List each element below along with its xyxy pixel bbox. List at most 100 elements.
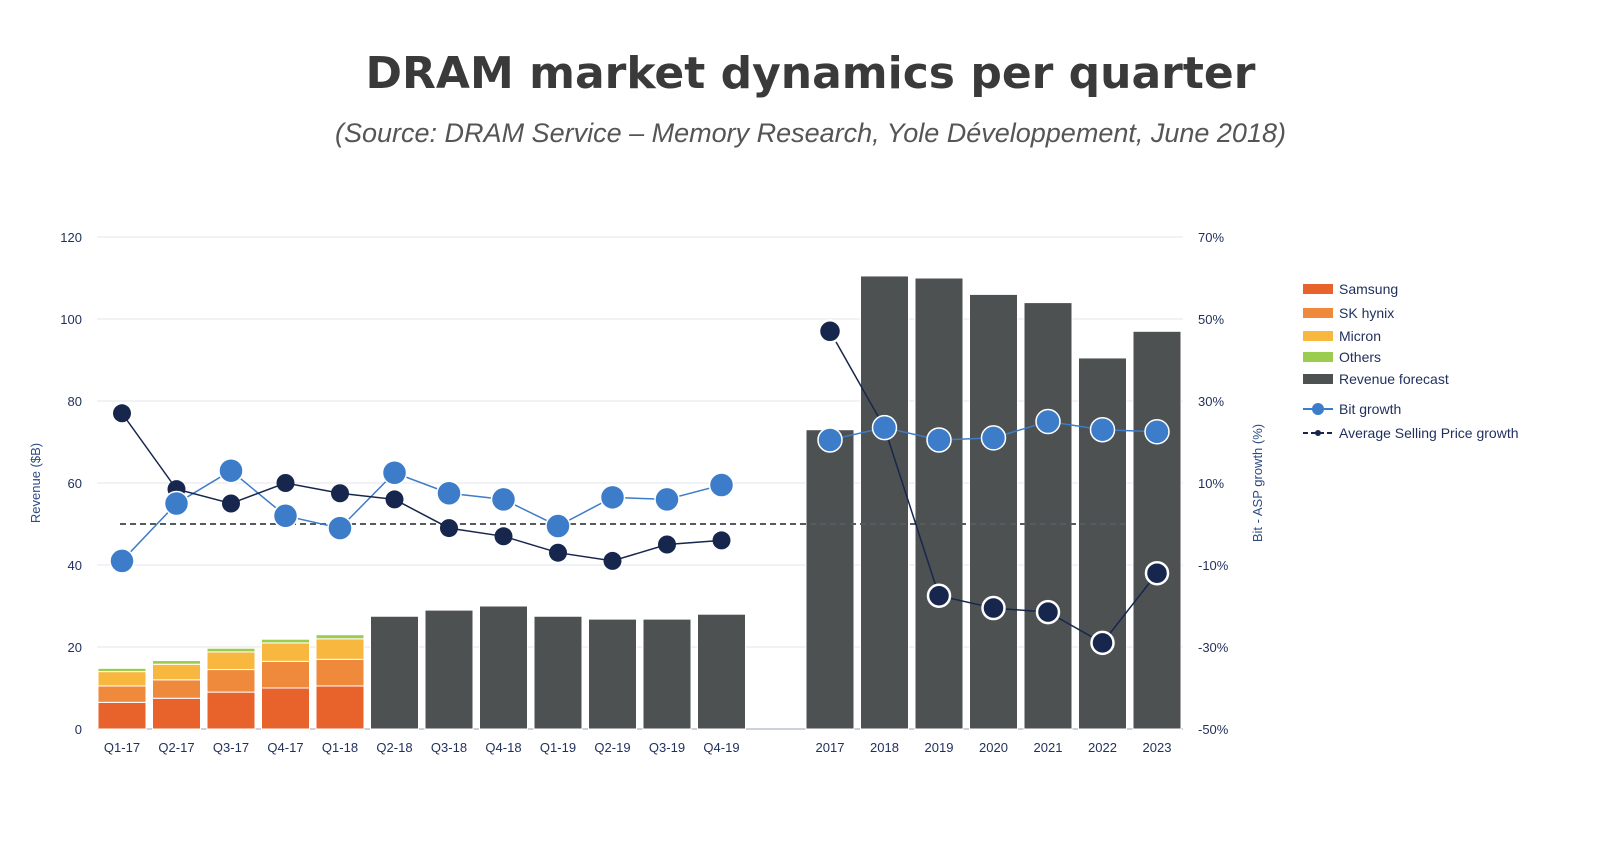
bar-revenue-forecast: [697, 613, 746, 730]
asp-growth-point: [113, 404, 131, 423]
y2-tick-label: 70%: [1198, 230, 1224, 245]
bit-growth-point: [1144, 419, 1170, 445]
x-tick-label: 2018: [870, 740, 899, 755]
bar-micron: [97, 671, 147, 687]
bit-growth-point: [163, 490, 190, 517]
bar-samsung: [261, 687, 310, 730]
y2-tick-label: -50%: [1198, 722, 1229, 737]
bit-growth-point: [708, 472, 735, 498]
y-tick-label: 80: [68, 394, 82, 409]
bit-growth-point: [817, 427, 843, 453]
bar-sk-hynix: [261, 660, 310, 689]
bit-growth-point: [1035, 408, 1061, 435]
bar-revenue-forecast: [1023, 302, 1073, 730]
bar-sk-hynix: [152, 679, 201, 699]
x-tick-label: 2017: [816, 740, 845, 755]
x-tick-label: Q3-19: [649, 740, 685, 755]
asp-growth-point: [276, 474, 295, 492]
x-tick-label: 2019: [925, 740, 954, 755]
asp-growth-point: [658, 535, 676, 554]
bar-sk-hynix: [206, 669, 256, 693]
bar-samsung: [97, 701, 147, 730]
bit-growth-point: [109, 548, 135, 574]
y-tick-label: 0: [75, 722, 82, 737]
bit-growth-point: [327, 515, 353, 541]
chart-title: DRAM market dynamics per quarter: [365, 48, 1256, 99]
x-tick-label: Q1-17: [104, 740, 140, 755]
line-bit-growth: [121, 469, 722, 562]
asp-growth-point: [1144, 560, 1170, 586]
bar-samsung: [315, 685, 365, 730]
legend-marker-bit-growth: [1312, 403, 1324, 415]
line-average-selling-price-growth: [121, 412, 722, 562]
y2-tick-label: -10%: [1198, 558, 1229, 573]
x-tick-label: Q1-18: [322, 740, 358, 755]
asp-growth-point: [1090, 630, 1115, 656]
bar-revenue-forecast: [914, 277, 964, 730]
bit-growth-point: [871, 414, 898, 441]
bar-revenue-forecast: [533, 615, 583, 730]
bar-others: [97, 667, 147, 673]
chart-subtitle: (Source: DRAM Service – Memory Research,…: [335, 118, 1286, 148]
x-tick-label: Q4-17: [267, 740, 303, 755]
x-tick-label: Q4-18: [485, 740, 521, 755]
asp-growth-point: [222, 494, 240, 513]
bar-others: [261, 638, 310, 644]
x-tick-label: Q2-19: [594, 740, 630, 755]
y2-axis-title: Bit - ASP growth (%): [1250, 424, 1265, 542]
bit-growth-point: [490, 486, 517, 513]
x-tick-label: Q2-17: [158, 740, 194, 755]
bar-samsung: [206, 691, 256, 730]
legend-swatch: [1303, 308, 1333, 318]
bit-growth-point: [980, 425, 1007, 451]
x-tick-label: Q4-19: [703, 740, 739, 755]
bar-revenue-forecast: [424, 609, 474, 730]
asp-growth-point: [331, 484, 349, 503]
x-tick-label: 2023: [1143, 740, 1172, 755]
bar-revenue-forecast: [642, 618, 692, 730]
bar-sk-hynix: [315, 658, 365, 687]
bit-growth-point: [272, 503, 299, 529]
asp-growth-point: [494, 527, 513, 546]
bit-growth-point: [654, 486, 680, 513]
bar-micron: [261, 642, 310, 662]
bit-growth-point: [436, 480, 462, 506]
y-tick-label: 120: [60, 230, 82, 245]
asp-growth-point: [440, 519, 458, 538]
bar-revenue-forecast: [805, 429, 855, 730]
y-axis-title: Revenue ($B): [28, 443, 43, 523]
asp-growth-point: [603, 551, 622, 570]
bar-sk-hynix: [97, 685, 147, 703]
x-tick-label: 2021: [1034, 740, 1063, 755]
legend-label: Micron: [1339, 328, 1381, 344]
bar-samsung: [152, 697, 201, 730]
legend-label: Samsung: [1339, 281, 1398, 297]
bit-growth-point: [545, 513, 571, 539]
bar-revenue-forecast: [1132, 330, 1182, 730]
asp-growth-point: [1035, 599, 1061, 625]
x-tick-label: 2022: [1088, 740, 1117, 755]
x-tick-label: Q3-17: [213, 740, 249, 755]
legend-label: SK hynix: [1339, 305, 1394, 321]
bar-revenue-forecast: [1078, 357, 1127, 730]
asp-growth-point: [817, 319, 843, 344]
y2-tick-label: 10%: [1198, 476, 1224, 491]
bar-others: [315, 634, 365, 640]
bit-growth-point: [599, 484, 626, 511]
asp-growth-point: [981, 595, 1006, 621]
legend-swatch: [1303, 331, 1333, 341]
bar-micron: [315, 638, 365, 660]
asp-growth-point: [712, 531, 731, 550]
x-tick-label: Q3-18: [431, 740, 467, 755]
asp-growth-point: [385, 490, 404, 509]
legend-label: Revenue forecast: [1339, 371, 1449, 387]
x-tick-label: Q1-19: [540, 740, 576, 755]
x-tick-label: 2020: [979, 740, 1008, 755]
asp-growth-point: [549, 543, 567, 562]
bar-revenue-forecast: [860, 275, 909, 730]
legend-label: Average Selling Price growth: [1339, 425, 1519, 441]
bit-growth-point: [381, 460, 408, 486]
bar-micron: [206, 651, 256, 671]
y-tick-label: 100: [60, 312, 82, 327]
